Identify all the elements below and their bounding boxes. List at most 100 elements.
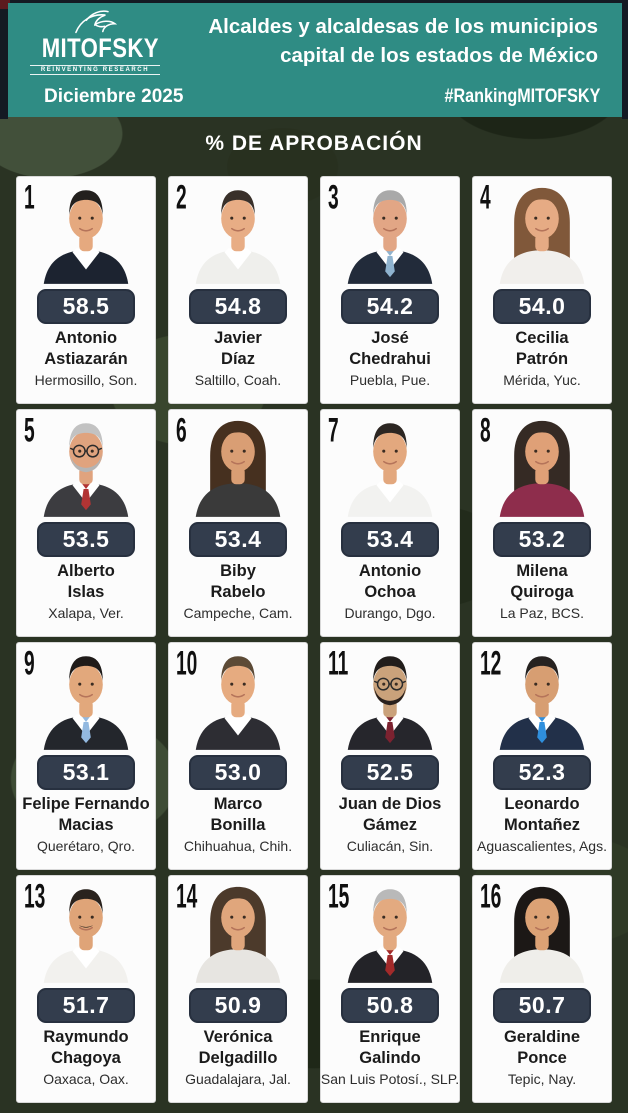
approval-badge: 53.0 [189,755,287,790]
person-name-line: Felipe Fernando [22,795,150,813]
rank-number: 5 [24,409,35,449]
person-city: La Paz, BCS. [499,605,585,621]
approval-score: 52.3 [518,759,566,785]
person-name-line: Montañez [503,816,581,834]
person-portrait [342,881,438,983]
approval-score: 53.2 [518,526,566,552]
person-name-line: Antonio [54,329,118,347]
approval-badge: 53.5 [37,522,135,557]
approval-badge: 53.4 [189,522,287,557]
person-name-line: Javier [214,329,262,347]
approval-badge: 50.8 [341,988,439,1023]
date-label: Diciembre 2025 [44,86,184,107]
person-name-line: Chedrahui [349,350,431,368]
person-city: Chihuahua, Chih. [183,838,293,854]
rank-card: 7 53.4 Antonio Ochoa Durango, Dgo. [320,409,460,637]
logo-tagline: REINVENTING RESEARCH [30,65,160,75]
person-name-line: Delgadillo [198,1049,278,1067]
person-portrait [190,415,286,517]
rank-card: 4 54.0 Cecilia Patrón Mérida, Yuc. [472,176,612,404]
approval-score: 54.8 [214,293,262,319]
person-city: Querétaro, Qro. [36,838,136,854]
rank-card: 14 50.9 Verónica Delgadillo Guadalajara, Jal… [168,875,308,1103]
approval-score: 53.4 [214,526,262,552]
person-portrait [190,648,286,750]
person-name-line: Enrique [359,1028,421,1046]
approval-score: 58.5 [62,293,110,319]
person-portrait [494,881,590,983]
person-name-line: Ponce [517,1049,567,1067]
rank-number: 7 [328,409,339,449]
rank-number: 1 [24,176,35,216]
person-name-line: Alberto [57,562,115,580]
logo-wordmark: MITOFSKY [41,33,159,63]
rank-number: 8 [480,409,491,449]
person-name: Marco Bonilla [210,794,265,836]
rank-number: 12 [480,642,502,682]
hashtag-label: #RankingMITOFSKY [444,86,600,107]
person-city: Puebla, Pue. [349,372,431,388]
approval-badge: 53.2 [493,522,591,557]
person-name: Geraldine Ponce [504,1027,580,1069]
approval-score: 54.0 [518,293,566,319]
rank-number: 2 [176,176,187,216]
title-line-2: capital de los estados de México [280,43,598,67]
person-name-line: Gámez [362,816,418,834]
rank-card: 13 51.7 Raymundo Chagoya Oaxaca, Oax. [16,875,156,1103]
approval-score: 52.5 [366,759,414,785]
approval-score: 53.1 [62,759,110,785]
rank-card: 1 58.5 Antonio Astiazarán Hermosillo, Son. [16,176,156,404]
person-city: Xalapa, Ver. [48,605,124,621]
ranking-grid: 1 58.5 Antonio Astiazarán Hermosillo, Son. 2 5… [16,176,612,1103]
person-name-line: Cecilia [515,329,569,347]
approval-badge: 54.0 [493,289,591,324]
frame-right-border [622,0,628,119]
person-name-line: Raymundo [43,1028,129,1046]
person-city: Aguascalientes, Ags. [477,838,607,854]
rank-card: 12 52.3 Leonardo Montañez Aguascalientes, Ag… [472,642,612,870]
approval-badge: 53.4 [341,522,439,557]
person-portrait [342,182,438,284]
person-name: Alberto Islas [57,561,115,603]
person-name: José Chedrahui [349,328,431,370]
person-portrait [38,182,134,284]
approval-score: 50.9 [214,992,262,1018]
person-name-line: Geraldine [503,1028,581,1046]
approval-score: 51.7 [62,992,110,1018]
rank-number: 13 [24,875,46,915]
person-city: Saltillo, Coah. [194,372,282,388]
person-name: Leonardo Montañez [504,794,580,836]
approval-score: 54.2 [366,293,414,319]
approval-badge: 58.5 [37,289,135,324]
person-name-line: Islas [67,583,105,601]
approval-score: 53.0 [214,759,262,785]
person-city: Culiacán, Sin. [346,838,434,854]
header-title: Alcaldes y alcaldesas de los municipios … [178,13,598,70]
mitofsky-logo: MITOFSKY REINVENTING RESEARCH [30,9,160,75]
person-name-line: Juan de Dios [338,795,442,813]
frame-left-border [0,0,8,119]
rank-card: 9 53.1 Felipe Fernando Macias Querétaro, Qro… [16,642,156,870]
person-name: Javier Díaz [214,328,262,370]
person-name-line: Chagoya [51,1049,121,1067]
rank-number: 3 [328,176,339,216]
rank-number: 4 [480,176,491,216]
person-portrait [38,648,134,750]
rank-number: 9 [24,642,35,682]
person-name: Raymundo Chagoya [43,1027,128,1069]
person-name: Enrique Galindo [359,1027,420,1069]
rank-card: 3 54.2 José Chedrahui Puebla, Pue. [320,176,460,404]
rank-card: 11 52.5 Juan de Dios Gámez Culiacán, Sin. [320,642,460,870]
approval-score: 53.4 [366,526,414,552]
rank-number: 10 [176,642,198,682]
approval-score: 50.7 [518,992,566,1018]
person-name: Biby Rabelo [210,561,265,603]
person-name: Antonio Astiazarán [44,328,127,370]
approval-score: 50.8 [366,992,414,1018]
person-city: Guadalajara, Jal. [185,1071,291,1087]
person-name-line: Verónica [203,1028,273,1046]
person-name-line: Macias [58,816,114,834]
person-name-line: Milena [516,562,568,580]
rank-card: 2 54.8 Javier Díaz Saltillo, Coah. [168,176,308,404]
